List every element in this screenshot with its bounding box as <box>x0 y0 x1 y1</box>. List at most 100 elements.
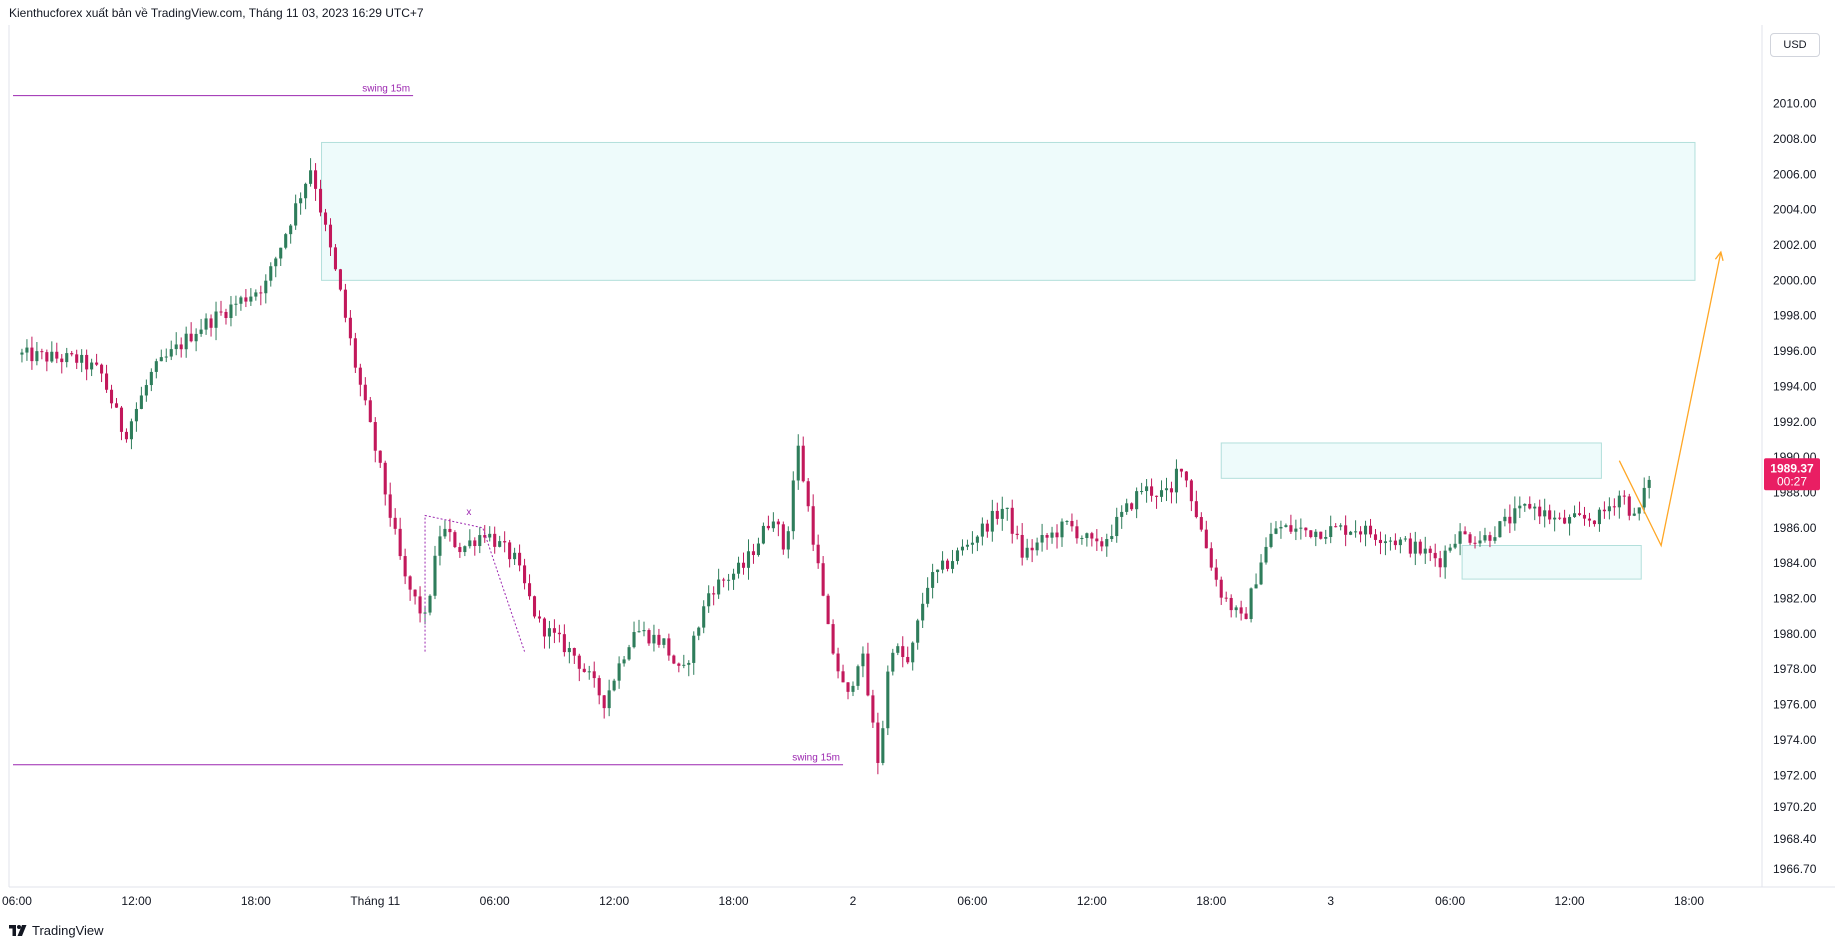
candle <box>1150 478 1154 502</box>
candle <box>1140 482 1144 495</box>
candle <box>1523 503 1527 512</box>
candle <box>35 341 39 366</box>
candle-body <box>1299 527 1303 529</box>
candle <box>617 656 621 689</box>
time-tick-label: 2 <box>850 894 857 908</box>
candle-body <box>299 198 303 204</box>
candle <box>333 244 338 271</box>
candle <box>1194 490 1198 519</box>
candle-body <box>1194 501 1198 518</box>
candle-body <box>164 356 168 358</box>
candle-body <box>473 540 477 547</box>
candle <box>1264 537 1268 565</box>
candle-body <box>438 536 442 556</box>
candle <box>1309 530 1313 539</box>
candle <box>378 450 382 468</box>
candle-body <box>154 361 158 372</box>
candle-body <box>1468 534 1472 543</box>
price-tick-label: 2006.00 <box>1773 167 1817 181</box>
candle-body <box>1274 528 1278 534</box>
candle-body <box>1582 514 1587 519</box>
candle <box>1423 536 1427 564</box>
price-tick-label: 1972.00 <box>1773 768 1817 782</box>
time-axis[interactable]: 06:00 12:00 18:00 Tháng 11 06:00 12:00 18:00 2 0… <box>2 894 1704 908</box>
candle <box>557 624 561 643</box>
candle <box>498 535 502 548</box>
candle <box>1010 499 1014 544</box>
candle <box>1000 496 1004 531</box>
candle-body <box>1125 503 1129 512</box>
candle <box>179 337 183 358</box>
candle-body <box>1573 513 1577 518</box>
candle-body <box>209 318 213 328</box>
candle <box>318 179 323 217</box>
candle-body <box>1568 517 1572 524</box>
candle <box>667 633 671 661</box>
candle-body <box>801 445 805 482</box>
candle <box>1294 519 1298 541</box>
candle-body <box>921 603 925 621</box>
price-tick-label: 1970.20 <box>1773 800 1817 814</box>
candle-body <box>100 364 104 374</box>
candle <box>876 712 880 775</box>
candle <box>1453 534 1457 550</box>
time-tick-label: 06:00 <box>957 894 987 908</box>
currency-button[interactable]: USD <box>1770 33 1820 57</box>
candle-body <box>1000 508 1004 519</box>
candle-body <box>1632 513 1636 516</box>
tradingview-logo[interactable]: TradingView <box>9 923 104 938</box>
candle <box>224 308 228 325</box>
candle-body <box>219 311 223 313</box>
candle <box>856 664 860 690</box>
candle-body <box>159 357 163 362</box>
candle-body <box>1359 531 1363 535</box>
candle-body <box>1145 486 1149 492</box>
candle-body <box>567 648 571 653</box>
candle <box>30 336 34 370</box>
candle <box>264 274 268 304</box>
candle <box>632 621 636 649</box>
candle <box>642 621 646 637</box>
candle <box>1159 480 1164 502</box>
candle <box>398 517 402 560</box>
candle-body <box>254 292 258 297</box>
candle <box>896 643 900 656</box>
candle <box>552 619 556 644</box>
candle-body <box>1204 529 1208 549</box>
candle-body <box>105 373 109 390</box>
candle-body <box>1637 507 1641 514</box>
candle-body <box>453 532 457 548</box>
candle <box>40 348 44 360</box>
candle <box>1488 531 1492 548</box>
candle-body <box>1329 526 1333 537</box>
candle-body <box>1443 550 1447 568</box>
candle-body <box>776 521 780 525</box>
candle <box>229 296 233 327</box>
candle <box>249 288 253 306</box>
candle-body <box>1563 517 1567 524</box>
candle-body <box>309 170 313 184</box>
time-tick-label: 12:00 <box>1555 894 1585 908</box>
candle-body <box>1169 488 1174 493</box>
candle <box>537 610 542 623</box>
candle-body <box>274 258 278 267</box>
candle <box>1403 535 1407 542</box>
candle-body <box>751 551 756 556</box>
candle-body <box>622 659 626 664</box>
candle <box>149 368 153 392</box>
candle-body <box>25 347 29 353</box>
time-tick-label: 18:00 <box>1674 894 1704 908</box>
price-axis[interactable]: 2010.00 2008.00 2006.00 2004.00 2002.00 2000.… <box>1773 97 1817 876</box>
candle <box>70 350 74 357</box>
candle-body <box>1364 525 1368 535</box>
candle-body <box>75 354 79 363</box>
candle <box>677 662 681 673</box>
candle <box>1135 487 1139 519</box>
candle <box>1015 525 1019 540</box>
candle-body <box>1423 548 1427 554</box>
candle <box>1597 507 1601 532</box>
candle-body <box>677 663 681 666</box>
candle <box>926 577 930 608</box>
candle <box>756 537 760 557</box>
